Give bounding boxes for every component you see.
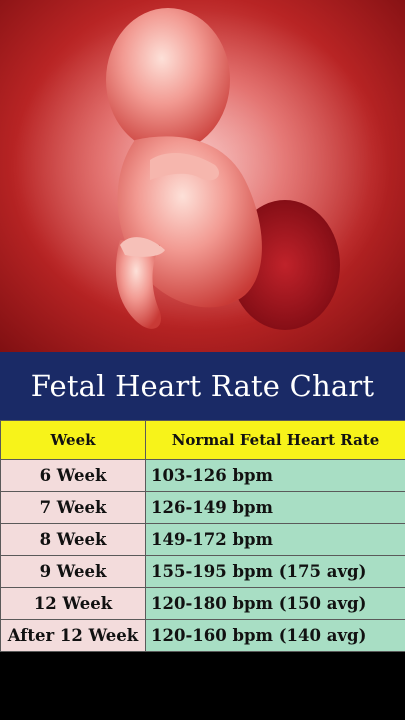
rate-cell: 155-195 bpm (175 avg) bbox=[145, 555, 405, 588]
fetus-body bbox=[117, 136, 262, 308]
fetus-arm bbox=[150, 153, 220, 181]
fetus-leg bbox=[115, 240, 161, 329]
column-header-rate: Normal Fetal Heart Rate bbox=[145, 420, 405, 460]
table-header-row: Week Normal Fetal Heart Rate bbox=[0, 420, 405, 460]
fetus-head bbox=[106, 8, 230, 152]
table-row: 8 Week 149-172 bpm bbox=[0, 523, 405, 556]
table-row: 6 Week 103-126 bpm bbox=[0, 459, 405, 492]
week-cell: 9 Week bbox=[0, 555, 146, 588]
rate-cell: 103-126 bpm bbox=[145, 459, 405, 492]
page-title: Fetal Heart Rate Chart bbox=[30, 369, 375, 403]
rate-cell: 120-180 bpm (150 avg) bbox=[145, 587, 405, 620]
week-cell: After 12 Week bbox=[0, 619, 146, 652]
week-cell: 6 Week bbox=[0, 459, 146, 492]
heart-rate-table: Week Normal Fetal Heart Rate 6 Week 103-… bbox=[0, 420, 405, 652]
title-banner: Fetal Heart Rate Chart bbox=[0, 352, 405, 420]
fetus-illustration bbox=[0, 0, 405, 352]
rate-cell: 120-160 bpm (140 avg) bbox=[145, 619, 405, 652]
week-cell: 8 Week bbox=[0, 523, 146, 556]
rate-cell: 126-149 bpm bbox=[145, 491, 405, 524]
table-row: 9 Week 155-195 bpm (175 avg) bbox=[0, 555, 405, 588]
rate-cell: 149-172 bpm bbox=[145, 523, 405, 556]
table-row: 12 Week 120-180 bpm (150 avg) bbox=[0, 587, 405, 620]
table-row: 7 Week 126-149 bpm bbox=[0, 491, 405, 524]
week-cell: 7 Week bbox=[0, 491, 146, 524]
table-row: After 12 Week 120-160 bpm (140 avg) bbox=[0, 619, 405, 652]
fetus-foot bbox=[120, 237, 165, 257]
column-header-week: Week bbox=[0, 420, 146, 460]
week-cell: 12 Week bbox=[0, 587, 146, 620]
